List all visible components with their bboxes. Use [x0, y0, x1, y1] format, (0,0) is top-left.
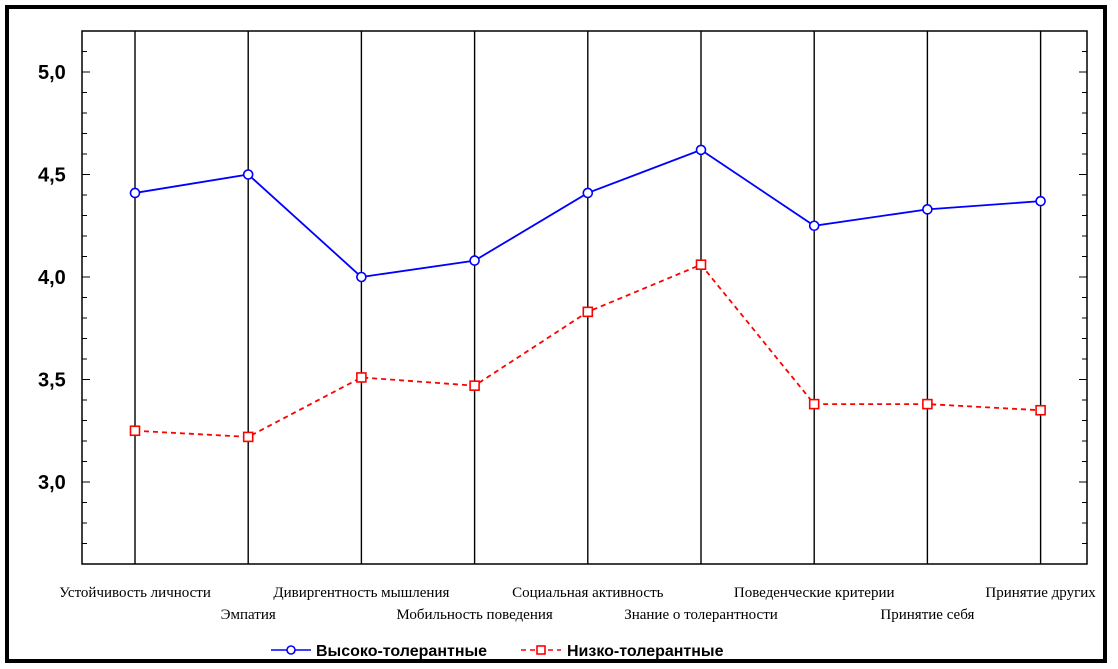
x-tick-label-8: Принятие других — [985, 585, 1096, 601]
data-point-s1-5 — [695, 259, 707, 271]
data-point-s0-8 — [1035, 195, 1046, 207]
y-tick-label: 3,0 — [38, 472, 66, 494]
x-tick-label-3: Мобильность поведения — [396, 607, 552, 623]
plot-area — [81, 30, 1088, 565]
y-tick-label: 4,5 — [38, 165, 66, 187]
data-point-s0-0 — [129, 187, 141, 199]
data-point-s0-7 — [922, 204, 933, 215]
x-axis-labels: Устойчивость личности Эмпатия Дивиргентнос… — [59, 585, 1096, 623]
data-point-s0-6 — [808, 220, 820, 232]
data-point-s0-1 — [242, 169, 254, 180]
data-point-s0-4 — [582, 187, 594, 199]
legend-label-series-1: Низко-толерантные — [567, 643, 724, 660]
data-point-s1-4 — [582, 306, 594, 318]
x-tick-label-2: Дивиргентность мышления — [273, 585, 449, 601]
legend-label-series-0: Высоко-толерантные — [316, 643, 487, 660]
x-tick-label-0: Устойчивость личности — [59, 585, 211, 601]
data-point-s1-7 — [922, 398, 933, 410]
series-layer — [129, 144, 1046, 443]
y-axis: 3,0 3,5 4,0 4,5 5,0 — [38, 30, 1087, 565]
legend-marker-series-0 — [286, 645, 296, 655]
data-point-s0-5 — [695, 144, 707, 156]
y-tick-label: 3,5 — [38, 370, 66, 392]
data-point-s0-2 — [356, 271, 367, 283]
x-tick-label-4: Социальная активность — [512, 585, 664, 601]
data-point-s1-2 — [356, 372, 367, 383]
data-point-s1-0 — [129, 425, 141, 437]
data-point-s0-3 — [469, 255, 480, 266]
legend-marker-series-1 — [536, 645, 546, 655]
x-tick-label-7: Принятие себя — [880, 607, 974, 623]
outer-frame — [5, 5, 1107, 663]
x-tick-label-5: Знание о толерантности — [624, 607, 778, 623]
data-point-s1-6 — [808, 398, 820, 410]
vertical-gridlines — [134, 31, 1042, 564]
y-tick-label: 5,0 — [38, 62, 66, 84]
y-tick-label: 4,0 — [38, 267, 66, 289]
data-point-s1-8 — [1035, 404, 1046, 416]
x-tick-label-1: Эмпатия — [221, 607, 276, 623]
data-point-s1-3 — [469, 380, 480, 391]
x-tick-label-6: Поведенческие критерии — [734, 585, 895, 601]
legend: Высоко-толерантные Низко-толерантные — [271, 643, 724, 660]
data-point-s1-1 — [242, 431, 254, 443]
